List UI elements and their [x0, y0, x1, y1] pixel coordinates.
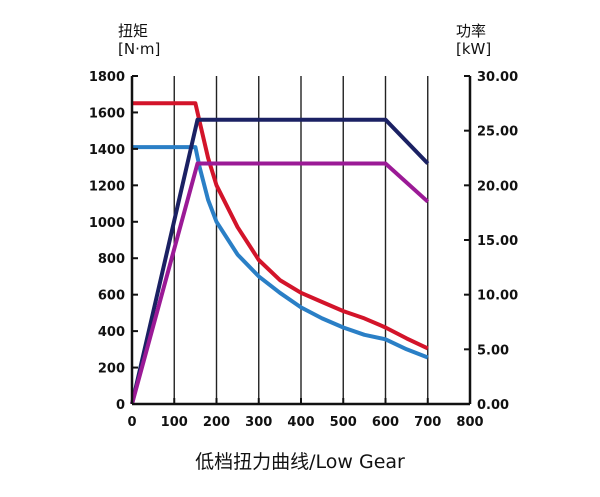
tick-labels: 0200400600800100012001400160018000.005.0…	[89, 70, 518, 430]
y-right-tick-label: 20.00	[477, 179, 518, 194]
x-tick-label: 800	[456, 415, 483, 430]
x-tick-label: 200	[203, 415, 230, 430]
series-line-1	[132, 101, 429, 351]
y-left-tick-label: 800	[98, 252, 125, 267]
y-right-tick-label: 30.00	[477, 70, 518, 85]
y-left-axis-unit: [N·m]	[118, 40, 160, 58]
y-left-tick-label: 400	[98, 325, 125, 340]
x-tick-label: 300	[245, 415, 272, 430]
y-right-tick-label: 15.00	[477, 234, 518, 249]
grid-lines	[173, 76, 429, 404]
axes	[130, 75, 472, 406]
series-lines	[130, 101, 430, 405]
x-tick-label: 500	[330, 415, 357, 430]
y-right-tick-label: 5.00	[477, 343, 509, 358]
y-left-tick-label: 1800	[89, 70, 125, 85]
y-right-axis-label: 功率	[456, 22, 486, 40]
series-line-3	[130, 117, 430, 405]
y-right-tick-label: 10.00	[477, 289, 518, 304]
y-left-axis-label: 扭矩	[118, 22, 148, 40]
series-line-2	[132, 145, 429, 360]
y-right-tick-label: 0.00	[477, 398, 509, 413]
series-line-4	[130, 161, 430, 405]
y-left-tick-label: 0	[116, 398, 125, 413]
chart-title: 低档扭力曲线/Low Gear	[195, 451, 405, 473]
y-right-tick-label: 25.00	[477, 125, 518, 140]
y-left-tick-label: 1600	[89, 106, 125, 121]
x-tick-label: 0	[127, 415, 136, 430]
y-left-tick-label: 1000	[89, 216, 125, 231]
x-tick-label: 100	[161, 415, 188, 430]
y-left-tick-label: 200	[98, 362, 125, 377]
y-left-tick-label: 600	[98, 289, 125, 304]
x-tick-label: 600	[372, 415, 399, 430]
x-tick-label: 700	[414, 415, 441, 430]
x-tick-label: 400	[287, 415, 314, 430]
y-left-tick-label: 1400	[89, 143, 125, 158]
y-right-axis-unit: [kW]	[456, 40, 491, 58]
y-left-tick-label: 1200	[89, 179, 125, 194]
